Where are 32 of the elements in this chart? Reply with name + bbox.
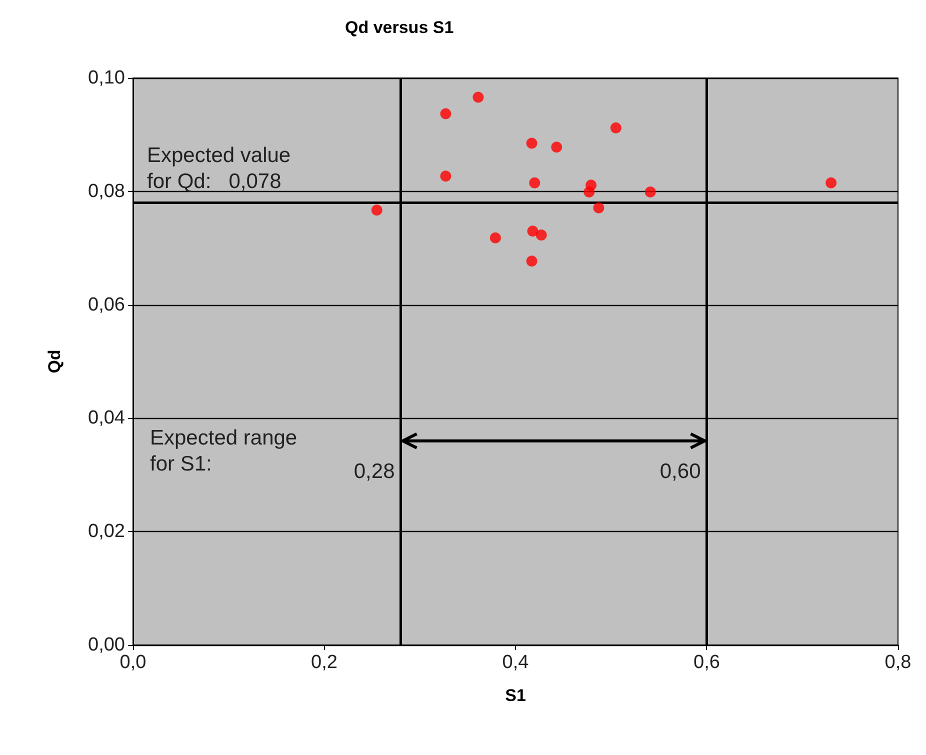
point [440,170,452,182]
point [826,177,837,188]
ref-line-label: Expected value for Qd: 0,078 [147,144,291,194]
y-tick-label: 0,02 [88,521,125,542]
point [371,204,382,216]
point [536,230,547,241]
point [526,256,538,267]
point [610,122,622,134]
point [584,186,595,198]
point [526,138,538,149]
point [490,232,501,244]
point [551,142,562,153]
ref-line-label: 0,28 [354,460,395,483]
x-axis-title: S1 [505,686,526,705]
x-tick-label: 0,8 [884,652,912,673]
x-tick-label: 0,2 [311,652,338,673]
point [593,202,604,214]
ref-line-label: 0,60 [660,460,701,483]
x-tick-label: 0,6 [694,652,720,673]
y-tick-label: 0,04 [88,408,126,429]
y-tick-label: 0,06 [88,294,125,316]
chart-title: Qd versus S1 [345,18,454,37]
point [644,186,656,198]
y-tick-label: 0,10 [88,68,125,88]
point [527,226,538,237]
point [440,108,452,120]
y-tick-label: 0,08 [88,180,125,202]
annotation: Expected range for S1: [150,426,298,476]
x-tick-label: 0,4 [502,652,530,673]
point [529,177,540,188]
y-axis-title: Qd [45,350,64,374]
point [472,92,484,103]
